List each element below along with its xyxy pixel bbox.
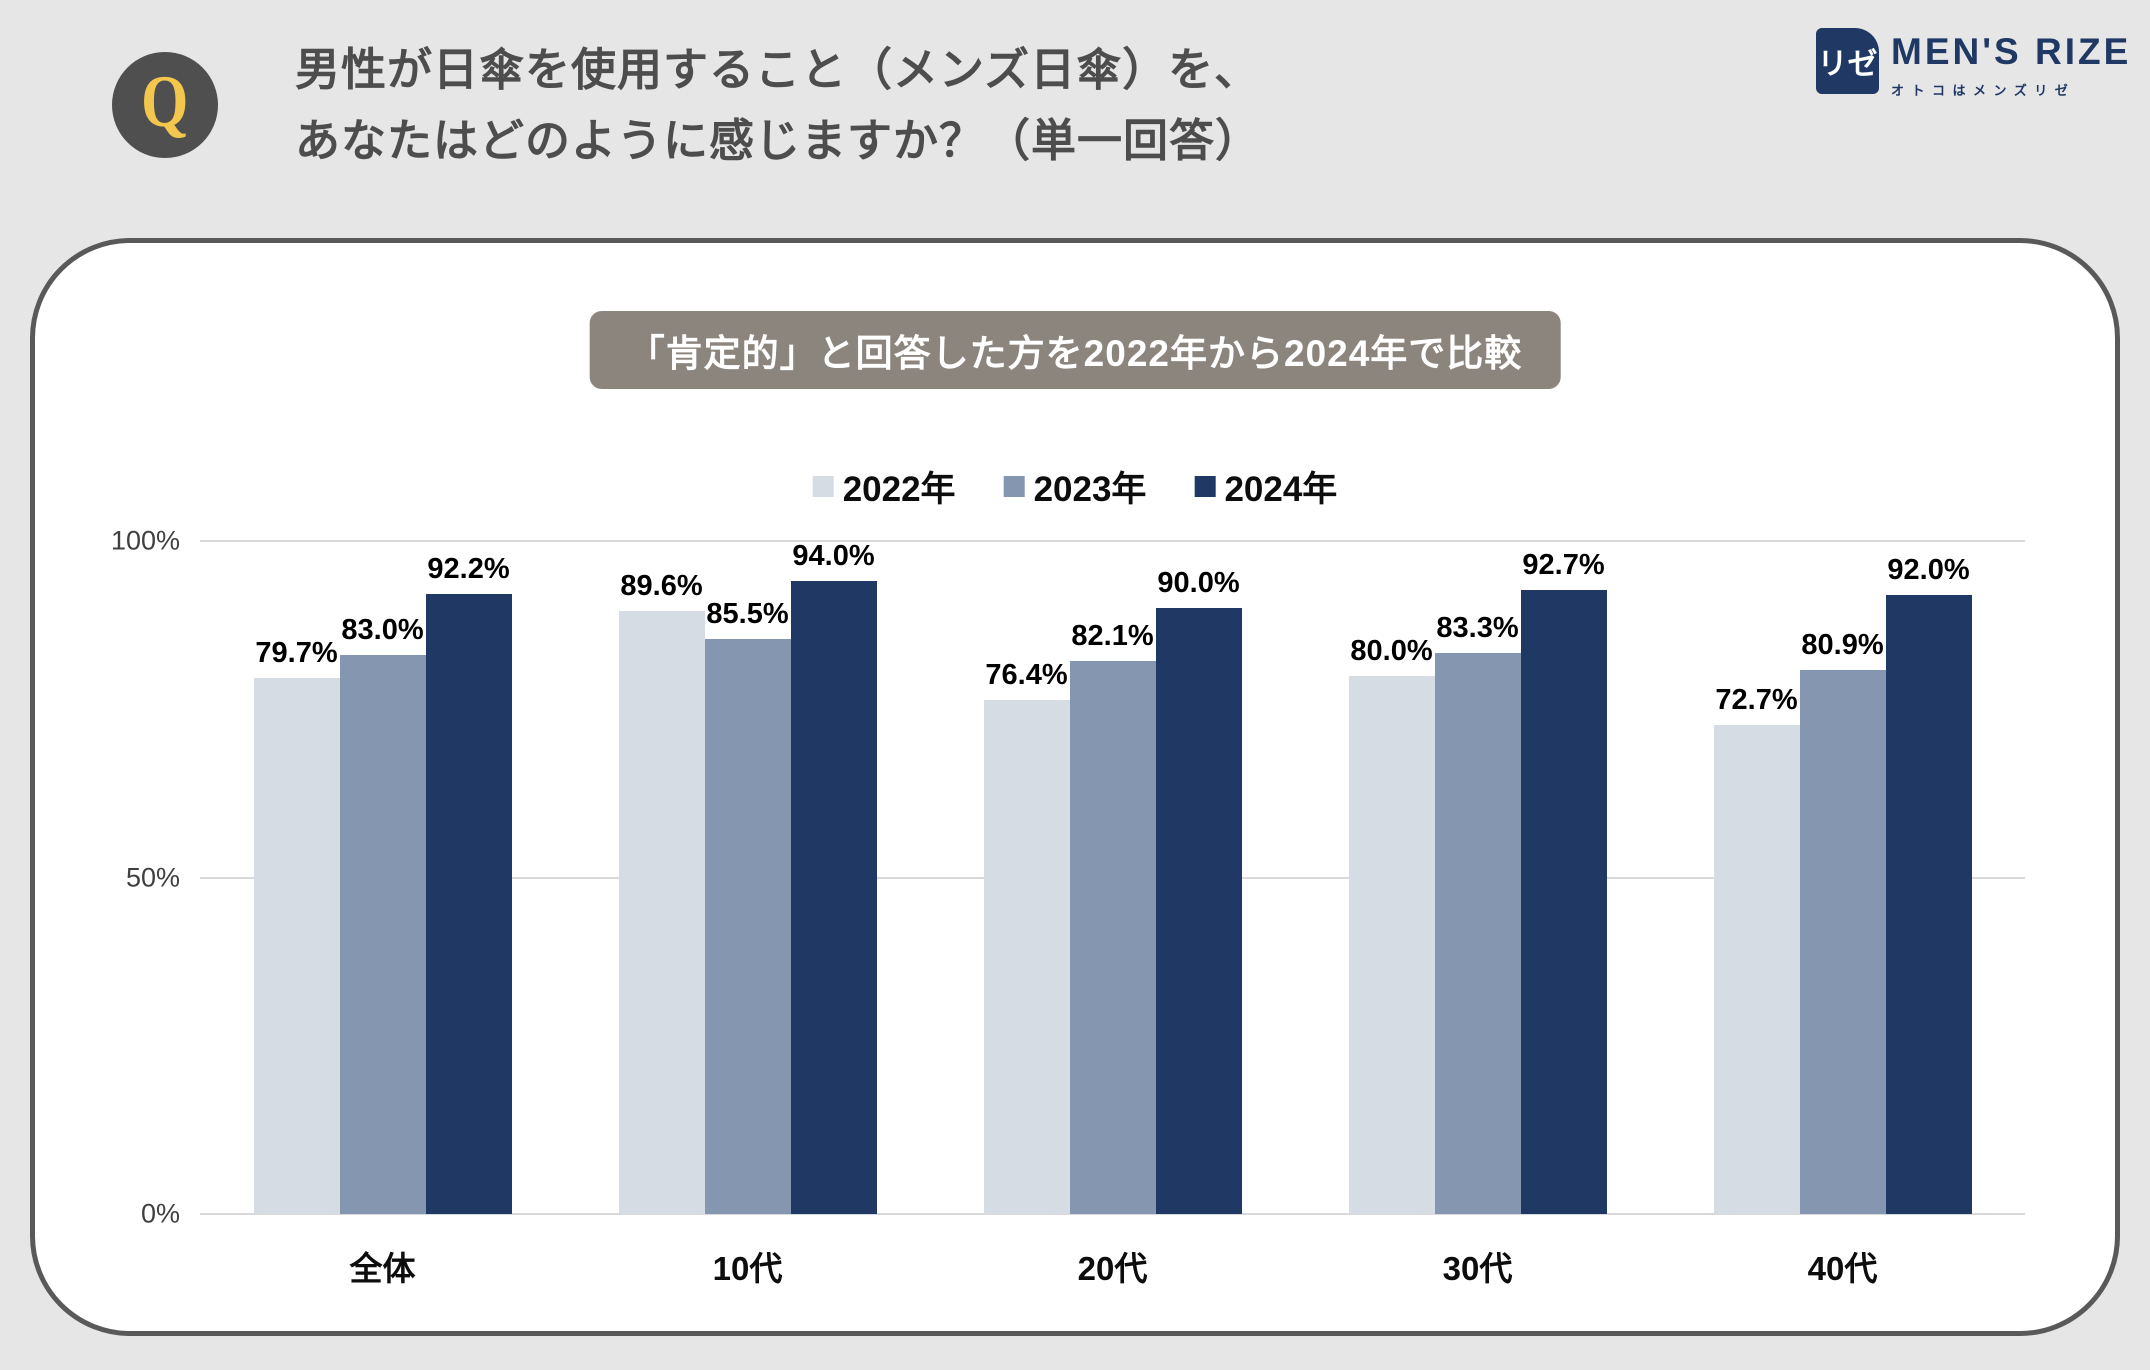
bar-2023年-10代: 85.5%: [704, 598, 791, 1214]
bar-value-label: 79.7%: [255, 636, 338, 669]
bar-value-label: 89.6%: [620, 570, 703, 602]
bar-value-label: 80.0%: [1350, 634, 1433, 667]
bar-group: 89.6% 85.5% 94.0%: [618, 540, 877, 1214]
bar-group: 72.7% 80.9% 92.0%: [1713, 541, 1972, 1214]
bar-group: 80.0% 83.3% 92.7%: [1348, 541, 1607, 1214]
q-letter: Q: [141, 61, 189, 143]
chart-legend: 2022年 2023年 2024年: [812, 461, 1337, 512]
brand-logo-text: MEN'S RIZE オトコはメンズリゼ: [1891, 28, 2131, 99]
bar-value-label: 83.0%: [341, 614, 424, 647]
bar-2023年-20代: 82.1%: [1069, 620, 1156, 1214]
y-tick-100: 100%: [110, 525, 180, 556]
bar-value-label: 83.3%: [1436, 612, 1519, 645]
chart-panel: 「肯定的」と回答した方を2022年から2024年で比較 2022年 2023年 20…: [30, 238, 2120, 1336]
brand-name: MEN'S RIZE: [1891, 31, 2132, 72]
x-axis-label: 30代: [1442, 1250, 1513, 1287]
bar-value-label: 76.4%: [985, 658, 1068, 691]
x-axis-label: 全体: [349, 1250, 416, 1287]
bar-2024年-30代: 92.7%: [1520, 549, 1607, 1214]
legend-item: 2023年: [1003, 461, 1147, 512]
bar-value-label: 80.9%: [1801, 628, 1884, 661]
legend-swatch: [1003, 476, 1025, 497]
bar-value-label: 92.0%: [1887, 553, 1970, 586]
bar-value-label: 85.5%: [706, 597, 789, 630]
bar-groups: 79.7% 83.0% 92.2% 89.6% 85.5% 94.0% 76.4% 82.1%…: [200, 540, 2025, 1214]
question-title: 男性が日傘を使用すること（メンズ日傘）を、 あなたはどのように感じますか？（単一…: [295, 34, 1261, 176]
bar-2022年-20代: 76.4%: [983, 659, 1070, 1214]
x-axis-label: 10代: [712, 1250, 783, 1287]
y-tick-0: 0%: [140, 1198, 180, 1229]
x-axis-label: 20代: [1077, 1250, 1148, 1287]
bar-group: 79.7% 83.0% 92.2%: [253, 541, 512, 1214]
bar-chart-plot: 100% 50% 0% 79.7% 83.0% 92.2% 89.6% 85.5% 94.…: [111, 526, 2025, 1229]
question-line-1: 男性が日傘を使用すること（メンズ日傘）を、: [295, 44, 1261, 95]
bar-value-label: 82.1%: [1071, 620, 1154, 653]
bar-value-label: 92.7%: [1522, 549, 1605, 582]
bar-2022年-40代: 72.7%: [1713, 684, 1800, 1214]
bar-group: 76.4% 82.1% 90.0%: [983, 541, 1242, 1214]
x-axis-labels: 全体 10代 20代 30代 40代: [200, 1242, 2025, 1290]
bar-value-label: 72.7%: [1715, 683, 1798, 716]
bar-2022年-全体: 79.7%: [253, 637, 340, 1214]
brand-logo-icon: リゼ: [1816, 28, 1879, 94]
legend-label: 2024年: [1224, 470, 1338, 509]
legend-label: 2022年: [842, 470, 956, 509]
brand-tagline: オトコはメンズリゼ: [1891, 82, 2076, 98]
question-line-2: あなたはどのように感じますか？（単一回答）: [295, 115, 1262, 167]
gridline-100: [200, 540, 2025, 542]
brand-logo-mark-text: リゼ: [1817, 48, 1878, 81]
bar-value-label: 90.0%: [1157, 567, 1240, 600]
x-axis-label: 40代: [1807, 1250, 1878, 1287]
bar-2024年-全体: 92.2%: [425, 553, 512, 1214]
legend-swatch: [1194, 476, 1216, 497]
bar-value-label: 92.2%: [427, 552, 510, 585]
chart-title-badge: 「肯定的」と回答した方を2022年から2024年で比較: [589, 311, 1561, 389]
bar-2022年-30代: 80.0%: [1348, 635, 1435, 1214]
legend-swatch: [812, 476, 834, 497]
bar-2024年-10代: 94.0%: [790, 540, 877, 1214]
bar-2023年-30代: 83.3%: [1434, 612, 1521, 1214]
bar-value-label: 94.0%: [792, 540, 875, 573]
y-tick-50: 50%: [125, 862, 180, 892]
bar-2023年-40代: 80.9%: [1799, 629, 1886, 1214]
bar-2022年-10代: 89.6%: [618, 570, 705, 1214]
bar-2024年-40代: 92.0%: [1885, 554, 1972, 1214]
question-badge: Q: [112, 52, 218, 158]
legend-item: 2022年: [812, 461, 956, 512]
bar-2024年-20代: 90.0%: [1155, 567, 1242, 1214]
bar-2023年-全体: 83.0%: [339, 614, 426, 1214]
gridline-0: [200, 1213, 2025, 1215]
legend-item: 2024年: [1194, 461, 1337, 512]
legend-label: 2023年: [1033, 470, 1147, 509]
brand-logo: リゼ MEN'S RIZE オトコはメンズリゼ: [1816, 28, 2131, 99]
